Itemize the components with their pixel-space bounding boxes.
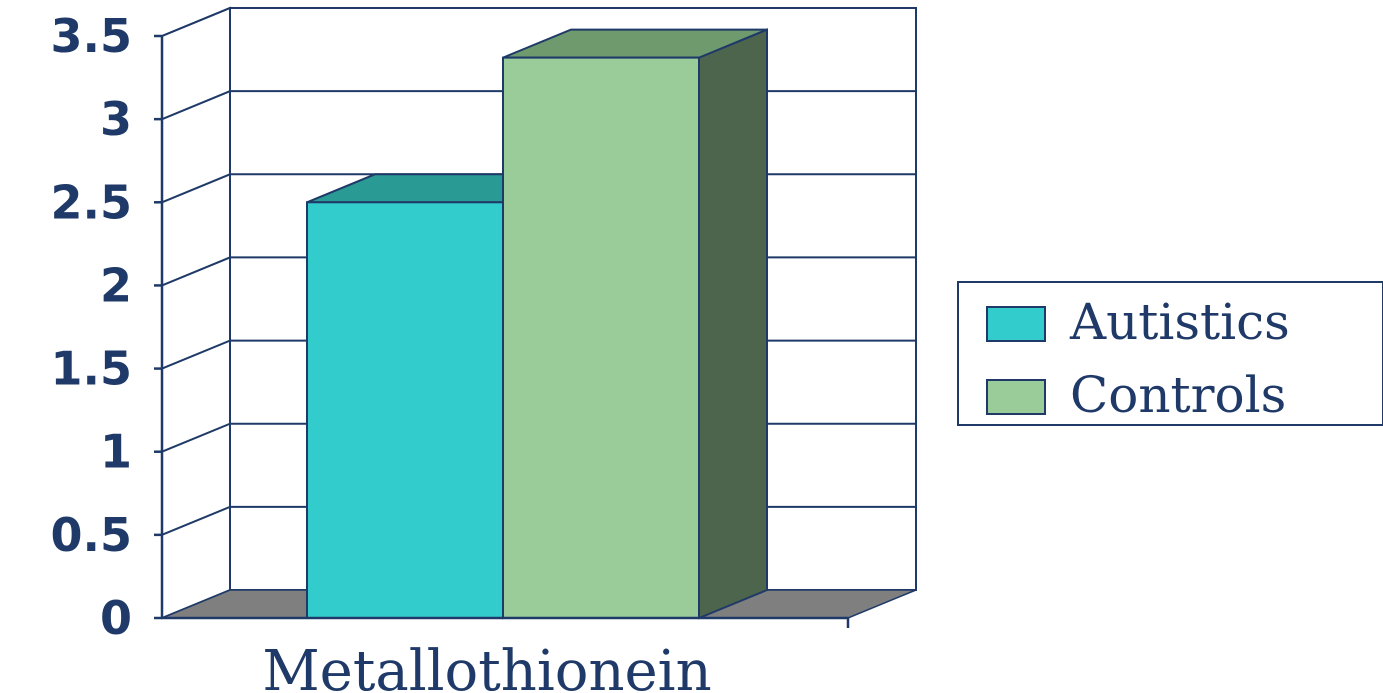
- legend: Autistics Controls: [957, 281, 1383, 426]
- y-tick-label: 3: [100, 92, 132, 146]
- y-tick-labels: 0 0.5 1 1.5 2 2.5 3 3.5: [51, 9, 133, 645]
- legend-swatch-autistics: [986, 306, 1046, 342]
- category-labels: Metallothionein: [262, 639, 711, 693]
- bar-side-face: [698, 28, 768, 620]
- legend-label-controls: Controls: [1070, 366, 1286, 424]
- gridline: [161, 7, 916, 37]
- bar-front-face: [306, 201, 504, 620]
- y-tick-label: 2.5: [51, 175, 133, 229]
- legend-label-autistics: Autistics: [1069, 293, 1290, 351]
- y-tick-label: 1: [100, 425, 132, 479]
- y-tick-label: 2: [100, 258, 132, 312]
- bar-front-face: [502, 56, 700, 620]
- y-tick-label: 1.5: [51, 342, 133, 396]
- bars: [306, 28, 768, 620]
- y-tick-label: 0: [100, 591, 132, 645]
- axes: [154, 34, 850, 628]
- legend-swatch-controls: [986, 379, 1046, 415]
- x-category-label: Metallothionein: [262, 639, 711, 693]
- bar-controls: [502, 28, 768, 620]
- side-wall: [161, 6, 231, 620]
- y-tick-label: 3.5: [51, 9, 133, 63]
- y-tick-label: 0.5: [51, 508, 133, 562]
